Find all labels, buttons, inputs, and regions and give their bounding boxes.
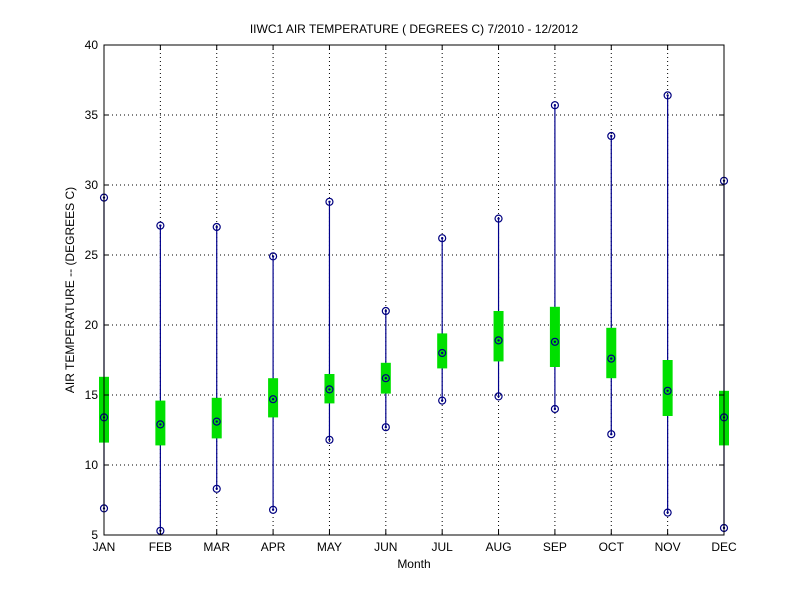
- max-marker: [663, 91, 672, 100]
- median-marker-dot: [440, 351, 444, 355]
- median-marker: [156, 420, 165, 429]
- min-marker-dot: [328, 438, 331, 441]
- median-marker-dot: [666, 389, 669, 392]
- x-tick-label: OCT: [599, 540, 625, 554]
- max-marker-dot: [666, 94, 669, 97]
- y-tick-label: 40: [85, 38, 99, 52]
- max-marker: [325, 197, 334, 206]
- x-tick-label: MAY: [317, 540, 342, 554]
- iqr-box-oct: [606, 327, 617, 379]
- median-marker: [663, 386, 672, 395]
- min-marker: [550, 404, 560, 414]
- x-tick-label: JAN: [93, 540, 116, 554]
- median-marker: [381, 374, 390, 383]
- median-marker: [550, 337, 560, 346]
- median-marker-dot: [384, 377, 388, 380]
- iqr-box-jul: [437, 333, 448, 369]
- y-axis: 5 10 15 20 25 30 35 40: [85, 38, 724, 542]
- max-marker-dot: [497, 217, 500, 220]
- y-tick-label: 20: [85, 318, 99, 332]
- median-marker: [325, 385, 334, 394]
- max-marker-dot: [159, 224, 162, 227]
- median-marker: [494, 336, 503, 345]
- y-tick-label: 5: [91, 528, 98, 542]
- median-marker: [212, 417, 221, 426]
- iqr-box-nov: [662, 360, 673, 416]
- max-marker: [494, 214, 503, 223]
- x-tick-label: JUL: [432, 540, 454, 554]
- chart-title: IIWC1 AIR TEMPERATURE ( DEGREES C) 7/201…: [250, 22, 579, 36]
- min-marker-dot: [384, 426, 388, 429]
- min-marker: [325, 435, 334, 444]
- min-marker: [494, 392, 503, 401]
- iqr-box-aug: [493, 311, 504, 362]
- x-tick-label: FEB: [149, 540, 172, 554]
- min-marker: [268, 505, 278, 514]
- min-marker-dot: [440, 399, 444, 402]
- max-marker-dot: [271, 255, 275, 258]
- min-marker-dot: [497, 395, 500, 398]
- grid: [104, 45, 724, 535]
- iqr-box-sep: [549, 306, 560, 367]
- x-tick-label: DEC: [711, 540, 737, 554]
- max-marker: [212, 222, 221, 232]
- y-tick-label: 30: [85, 178, 99, 192]
- median-marker-dot: [553, 340, 557, 343]
- max-marker-dot: [215, 225, 218, 229]
- iqr-box-apr: [268, 378, 279, 418]
- median-marker-dot: [497, 339, 500, 342]
- y-tick-label: 25: [85, 248, 99, 262]
- max-marker: [607, 131, 616, 141]
- median-marker-dot: [610, 357, 613, 360]
- min-marker: [663, 508, 672, 517]
- min-marker-dot: [666, 511, 669, 514]
- x-tick-label: JUN: [374, 540, 397, 554]
- box-plot-series: [99, 91, 729, 535]
- max-marker: [156, 221, 165, 230]
- max-marker-dot: [384, 309, 388, 313]
- max-marker-dot: [328, 200, 331, 203]
- max-marker-dot: [440, 237, 444, 240]
- max-marker: [268, 252, 278, 261]
- x-tick-label: NOV: [655, 540, 681, 554]
- min-marker: [212, 484, 221, 493]
- iqr-box-feb: [155, 400, 166, 446]
- max-marker: [438, 234, 447, 243]
- min-marker-dot: [553, 407, 557, 411]
- max-marker: [550, 101, 560, 110]
- min-marker: [438, 396, 447, 405]
- min-marker-dot: [215, 487, 218, 490]
- max-marker-dot: [610, 134, 613, 138]
- y-axis-title: AIR TEMPERATURE -- (DEGREES C): [63, 187, 77, 393]
- median-marker-dot: [328, 388, 331, 391]
- x-tick-label: SEP: [543, 540, 567, 554]
- median-marker-dot: [215, 420, 218, 423]
- median-marker-dot: [271, 398, 275, 401]
- x-axis-title: Month: [397, 557, 430, 571]
- min-marker: [607, 430, 616, 439]
- median-marker: [438, 348, 447, 358]
- axes-frame: [103, 44, 725, 536]
- y-tick-label: 15: [85, 388, 99, 402]
- min-marker-dot: [610, 433, 613, 436]
- y-tick-label: 35: [85, 108, 99, 122]
- median-marker-dot: [159, 423, 162, 426]
- x-tick-label: APR: [261, 540, 286, 554]
- max-marker: [381, 306, 390, 316]
- median-marker: [268, 395, 278, 404]
- x-tick-label: AUG: [486, 540, 512, 554]
- min-marker: [381, 423, 390, 432]
- y-tick-label: 10: [85, 458, 99, 472]
- min-marker-dot: [271, 508, 275, 511]
- median-marker: [607, 354, 616, 363]
- max-marker-dot: [553, 104, 557, 107]
- x-tick-label: MAR: [203, 540, 230, 554]
- x-axis: JAN FEB MAR APR MAY JUN JUL AUG SEP OCT NOV DEC: [93, 45, 737, 554]
